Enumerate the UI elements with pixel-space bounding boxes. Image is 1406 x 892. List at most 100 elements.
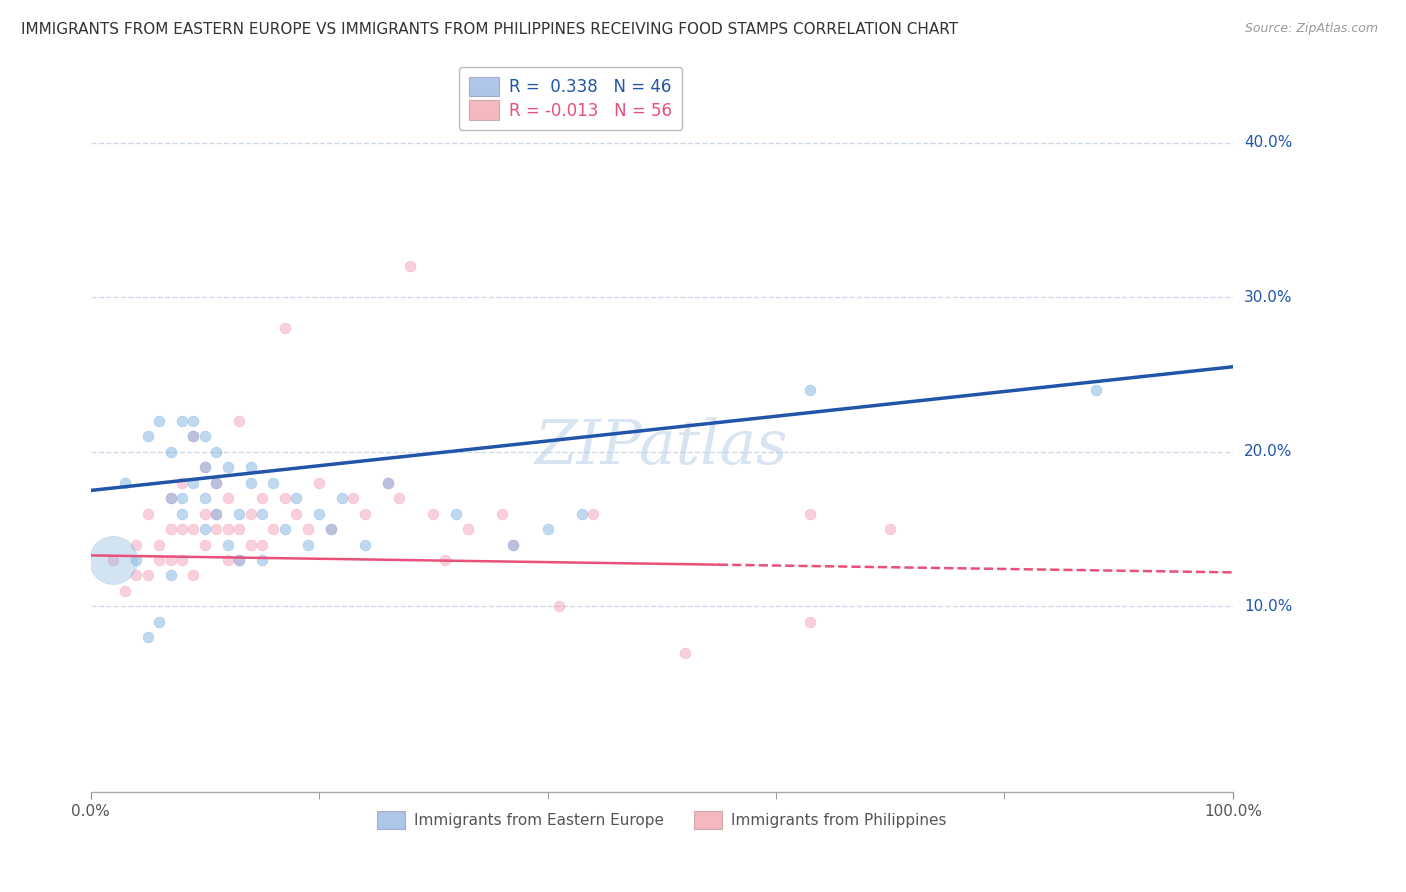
Point	[183, 414, 205, 428]
Point	[444, 507, 467, 521]
Point	[136, 429, 159, 443]
Point	[799, 507, 821, 521]
Point	[228, 414, 250, 428]
Point	[148, 538, 170, 552]
Point	[274, 522, 297, 536]
Point	[103, 553, 125, 567]
Point	[125, 568, 148, 582]
Point	[536, 522, 558, 536]
Point	[262, 522, 284, 536]
Text: 30.0%: 30.0%	[1244, 290, 1292, 305]
Point	[194, 522, 217, 536]
Point	[879, 522, 901, 536]
Point	[582, 507, 605, 521]
Point	[353, 507, 375, 521]
Point	[170, 507, 193, 521]
Point	[799, 615, 821, 629]
Point	[228, 553, 250, 567]
Point	[194, 491, 217, 506]
Point	[125, 538, 148, 552]
Point	[136, 507, 159, 521]
Point	[319, 522, 342, 536]
Point	[217, 491, 239, 506]
Point	[228, 507, 250, 521]
Point	[491, 507, 513, 521]
Point	[205, 444, 228, 458]
Point	[205, 475, 228, 490]
Point	[170, 414, 193, 428]
Point	[250, 491, 273, 506]
Point	[183, 429, 205, 443]
Point	[183, 522, 205, 536]
Point	[194, 507, 217, 521]
Point	[183, 568, 205, 582]
Point	[319, 522, 342, 536]
Point	[330, 491, 353, 506]
Point	[239, 538, 262, 552]
Point	[399, 259, 422, 273]
Point	[159, 444, 181, 458]
Point	[274, 321, 297, 335]
Legend: Immigrants from Eastern Europe, Immigrants from Philippines: Immigrants from Eastern Europe, Immigran…	[371, 805, 953, 835]
Point	[308, 507, 330, 521]
Point	[308, 475, 330, 490]
Point	[250, 538, 273, 552]
Point	[205, 522, 228, 536]
Point	[194, 460, 217, 475]
Point	[194, 429, 217, 443]
Point	[217, 553, 239, 567]
Point	[353, 538, 375, 552]
Text: ZIPatlas: ZIPatlas	[536, 417, 789, 477]
Point	[274, 491, 297, 506]
Point	[502, 538, 524, 552]
Point	[250, 553, 273, 567]
Point	[548, 599, 571, 614]
Point	[571, 507, 593, 521]
Point	[502, 538, 524, 552]
Point	[239, 507, 262, 521]
Point	[239, 460, 262, 475]
Point	[159, 491, 181, 506]
Point	[136, 568, 159, 582]
Point	[205, 475, 228, 490]
Point	[183, 429, 205, 443]
Text: IMMIGRANTS FROM EASTERN EUROPE VS IMMIGRANTS FROM PHILIPPINES RECEIVING FOOD STA: IMMIGRANTS FROM EASTERN EUROPE VS IMMIGR…	[21, 22, 959, 37]
Point	[262, 475, 284, 490]
Point	[228, 522, 250, 536]
Point	[183, 475, 205, 490]
Point	[1084, 383, 1107, 397]
Point	[285, 507, 308, 521]
Point	[114, 584, 136, 599]
Point	[148, 553, 170, 567]
Point	[114, 475, 136, 490]
Point	[388, 491, 411, 506]
Point	[342, 491, 364, 506]
Point	[377, 475, 399, 490]
Point	[250, 507, 273, 521]
Point	[103, 553, 125, 567]
Point	[136, 631, 159, 645]
Point	[194, 460, 217, 475]
Point	[297, 522, 319, 536]
Point	[457, 522, 479, 536]
Point	[205, 507, 228, 521]
Text: 10.0%: 10.0%	[1244, 599, 1292, 614]
Point	[422, 507, 444, 521]
Point	[239, 475, 262, 490]
Point	[297, 538, 319, 552]
Text: Source: ZipAtlas.com: Source: ZipAtlas.com	[1244, 22, 1378, 36]
Text: 20.0%: 20.0%	[1244, 444, 1292, 459]
Point	[125, 553, 148, 567]
Point	[228, 553, 250, 567]
Point	[217, 538, 239, 552]
Point	[217, 460, 239, 475]
Point	[170, 491, 193, 506]
Point	[217, 522, 239, 536]
Point	[377, 475, 399, 490]
Point	[159, 522, 181, 536]
Point	[159, 491, 181, 506]
Point	[170, 475, 193, 490]
Point	[205, 507, 228, 521]
Point	[159, 568, 181, 582]
Point	[148, 414, 170, 428]
